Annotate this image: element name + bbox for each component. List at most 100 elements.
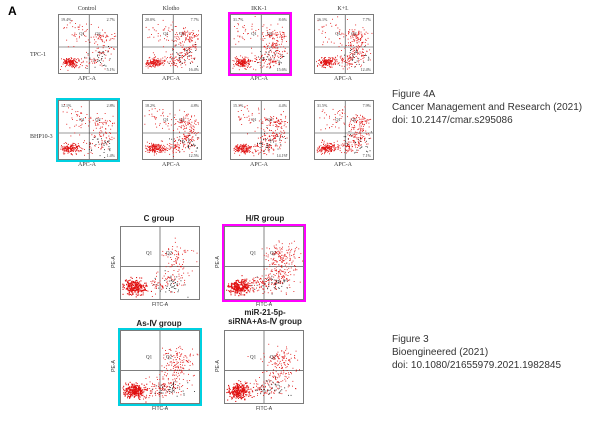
- title-mir-line2: siRNA+As-Ⅳ group: [228, 317, 302, 326]
- plot-frame: [120, 330, 200, 404]
- fig4a-plot-r2-c3: 15.1% 4.4% 14.1% Q1 Q2: [230, 100, 290, 160]
- quadrant-label-q1: Q1: [250, 252, 257, 257]
- title-mir-sirna-group: miR-21-5p- siRNA+As-Ⅳ group: [218, 308, 312, 326]
- fig4a-plot-r2-c1-svg: 12.1% 2.8% 1.4% Q1 Q2: [58, 100, 118, 160]
- plot-frame: [314, 100, 374, 160]
- plot-frame: [224, 330, 304, 404]
- fig4a-plot-r1-c4: 16.1% 7.7% 12.4% Q1 Q2: [314, 14, 374, 74]
- title-as-iv-group: As-Ⅳ group: [136, 319, 182, 328]
- quadrant-label-q2: Q2: [270, 252, 277, 257]
- quadrant-label-q1: Q1: [251, 117, 257, 122]
- fig3-plot-2-highlighted: Q1 Q2: [222, 224, 306, 302]
- quadrant-percent-tr: 2.7%: [107, 17, 116, 22]
- quadrant-percent-tl: 19.4%: [61, 17, 72, 22]
- caption-a-line3: doi: 10.2147/cmar.s295086: [392, 115, 513, 126]
- quadrant-percent-br: 15.6%: [277, 67, 288, 72]
- column-title-control: Control: [77, 6, 97, 12]
- quadrant-percent-tl: 15.1%: [233, 103, 244, 108]
- quadrant-percent-tr: 7.7%: [363, 17, 372, 22]
- fig3-plot-3-svg: Q1 Q2: [120, 330, 200, 404]
- x-axis-label-fitc: FITC-A: [152, 406, 169, 412]
- plot-frame: [142, 14, 202, 74]
- fig4a-plot-r2-c1-highlighted: 12.1% 2.8% 1.4% Q1 Q2: [56, 98, 120, 162]
- quadrant-label-q2: Q2: [351, 117, 357, 122]
- quadrant-label-q2: Q2: [179, 117, 185, 122]
- fig3-plot-4-svg: Q1 Q2: [224, 330, 304, 404]
- quadrant-label-q1: Q1: [163, 31, 169, 36]
- quadrant-label-q2: Q2: [95, 117, 101, 122]
- quadrant-percent-tr: 4.8%: [191, 103, 200, 108]
- row-label-bhp10-3: BHP10-3: [30, 134, 53, 140]
- fig4a-plot-r2-c3-svg: 15.1% 4.4% 14.1% Q1 Q2: [230, 100, 290, 160]
- fig3-plot-2-svg: Q1 Q2: [224, 226, 304, 300]
- quadrant-percent-tr: 7.9%: [363, 103, 372, 108]
- quadrant-label-q2: Q2: [166, 252, 173, 257]
- title-c-group: C group: [143, 214, 175, 223]
- plot-frame: [230, 100, 290, 160]
- quadrant-label-q1: Q1: [163, 117, 169, 122]
- quadrant-label-q1: Q1: [335, 31, 341, 36]
- quadrant-label-q2: Q2: [95, 31, 101, 36]
- quadrant-label-q1: Q1: [250, 356, 257, 361]
- quadrant-label-q2: Q2: [267, 31, 273, 36]
- fig3-plot-1: Q1 Q2: [120, 226, 200, 300]
- x-axis-label: APC-A: [250, 76, 269, 82]
- caption-a-line2: Cancer Management and Research (2021): [392, 102, 583, 113]
- quadrant-percent-br: 12.4%: [361, 67, 372, 72]
- quadrant-label-q1: Q1: [79, 117, 85, 122]
- quadrant-percent-tl: 18.2%: [145, 103, 156, 108]
- caption-figure-4a: Figure 4A Cancer Management and Research…: [392, 88, 602, 127]
- quadrant-percent-br: 1.4%: [107, 153, 116, 158]
- quadrant-label-q2: Q2: [166, 356, 173, 361]
- x-axis-label: APC-A: [334, 76, 353, 82]
- quadrant-percent-tl: 12.1%: [61, 103, 72, 108]
- fig4a-plot-r2-c4-svg: 31.5% 7.9% 7.1% Q1 Q2: [314, 100, 374, 160]
- plot-frame: [224, 226, 304, 300]
- quadrant-percent-br: 14.1%: [277, 153, 288, 158]
- quadrant-label-q1: Q1: [146, 356, 153, 361]
- panel-letter: A: [8, 4, 17, 18]
- y-axis-label-pe: PE-A: [214, 256, 221, 268]
- quadrant-label-q1: Q1: [146, 252, 153, 257]
- y-axis-label-pe: PE-A: [110, 256, 117, 268]
- plot-frame: [230, 14, 290, 74]
- plot-frame: [58, 100, 118, 160]
- quadrant-percent-tr: 4.4%: [279, 103, 288, 108]
- quadrant-percent-tl: 16.1%: [317, 17, 328, 22]
- fig4a-plot-r1-c3-svg: 31.7% 8.6% 15.6% Q1 Q2: [230, 14, 290, 74]
- quadrant-percent-br: 12.5%: [189, 153, 200, 158]
- quadrant-label-q1: Q1: [335, 117, 341, 122]
- quadrant-percent-br: 7.1%: [363, 153, 372, 158]
- quadrant-percent-tr: 2.8%: [107, 103, 116, 108]
- plot-frame: [58, 14, 118, 74]
- x-axis-label: APC-A: [78, 162, 97, 168]
- quadrant-percent-br: 5.1%: [107, 67, 116, 72]
- fig4a-plot-r2-c2: 18.2% 4.8% 12.5% Q1 Q2: [142, 100, 202, 160]
- fig3-plot-4: Q1 Q2: [224, 330, 304, 404]
- column-title-klotho: Klotho: [162, 6, 180, 12]
- caption-a-line1: Figure 4A: [392, 89, 436, 100]
- fig4a-plot-r1-c2: 20.0% 7.7% 16.4% Q1 Q2: [142, 14, 202, 74]
- fig4a-plot-r2-c4: 31.5% 7.9% 7.1% Q1 Q2: [314, 100, 374, 160]
- plot-frame: [142, 100, 202, 160]
- x-axis-label-fitc: FITC-A: [256, 302, 273, 308]
- quadrant-label-q2: Q2: [351, 31, 357, 36]
- column-title-ikk1: IKK-1: [251, 6, 267, 12]
- x-axis-label-fitc: FITC-A: [152, 302, 169, 308]
- plot-frame: [314, 14, 374, 74]
- fig3-plot-1-svg: Q1 Q2: [120, 226, 200, 300]
- y-axis-label-pe: PE-A: [214, 360, 221, 372]
- quadrant-label-q2: Q2: [270, 356, 277, 361]
- x-axis-label-fitc: FITC-A: [256, 406, 273, 412]
- row-label-tpc1: TPC-1: [30, 52, 47, 58]
- quadrant-percent-tl: 20.0%: [145, 17, 156, 22]
- y-axis-label-pe: PE-A: [110, 360, 117, 372]
- quadrant-percent-tl: 31.7%: [233, 17, 244, 22]
- quadrant-percent-tr: 7.7%: [191, 17, 200, 22]
- caption-b-line1: Figure 3: [392, 334, 429, 345]
- fig4a-plot-r1-c1: 19.4% 2.7% 5.1% Q1 Q2: [58, 14, 118, 74]
- quadrant-label-q2: Q2: [267, 117, 273, 122]
- fig3-plot-3-highlighted: Q1 Q2: [118, 328, 202, 406]
- quadrant-label-q1: Q1: [79, 31, 85, 36]
- quadrant-percent-br: 16.4%: [189, 67, 200, 72]
